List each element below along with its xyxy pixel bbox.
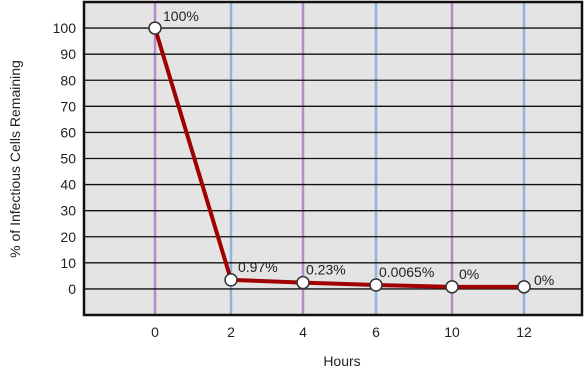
y-tick-labels: 0 10 20 30 40 50 60 70 80 90 100 (53, 20, 77, 297)
data-label: 0.0065% (379, 264, 434, 280)
data-point (369, 278, 383, 292)
data-label: 0.23% (306, 262, 346, 278)
y-tick-label: 90 (60, 46, 76, 62)
x-axis-label: Hours (323, 353, 360, 369)
data-point (517, 280, 531, 294)
x-tick-label: 2 (227, 324, 235, 340)
data-point (224, 273, 238, 287)
x-tick-labels: 0 2 4 6 10 12 (151, 324, 532, 340)
data-label: 100% (163, 8, 199, 24)
y-tick-label: 0 (68, 281, 76, 297)
data-point (148, 21, 162, 35)
y-axis-label: % of Infectious Cells Remaining (7, 60, 23, 258)
data-label: 0.97% (238, 259, 278, 275)
y-tick-label: 70 (60, 98, 76, 114)
data-point (445, 280, 459, 294)
data-label: 0% (534, 272, 554, 288)
y-tick-label: 80 (60, 72, 76, 88)
data-label: 0% (459, 266, 479, 282)
y-tick-label: 30 (60, 203, 76, 219)
y-tick-label: 50 (60, 151, 76, 167)
x-tick-label: 4 (299, 324, 307, 340)
horizontal-gridlines (84, 27, 582, 290)
x-tick-label: 6 (372, 324, 380, 340)
data-point (296, 275, 310, 290)
y-tick-label: 60 (60, 124, 76, 140)
data-labels: 100% 0.97% 0.23% 0.0065% 0% 0% (163, 8, 554, 288)
plot-border (82, 0, 584, 317)
x-tick-label: 12 (516, 324, 532, 340)
y-tick-label: 10 (60, 255, 76, 271)
x-tick-label: 0 (151, 324, 159, 340)
y-tick-label: 100 (53, 20, 77, 36)
series-line (153, 27, 524, 289)
y-tick-label: 20 (60, 229, 76, 245)
x-tick-label: 10 (444, 324, 460, 340)
data-markers (148, 21, 531, 294)
y-tick-label: 40 (60, 177, 76, 193)
